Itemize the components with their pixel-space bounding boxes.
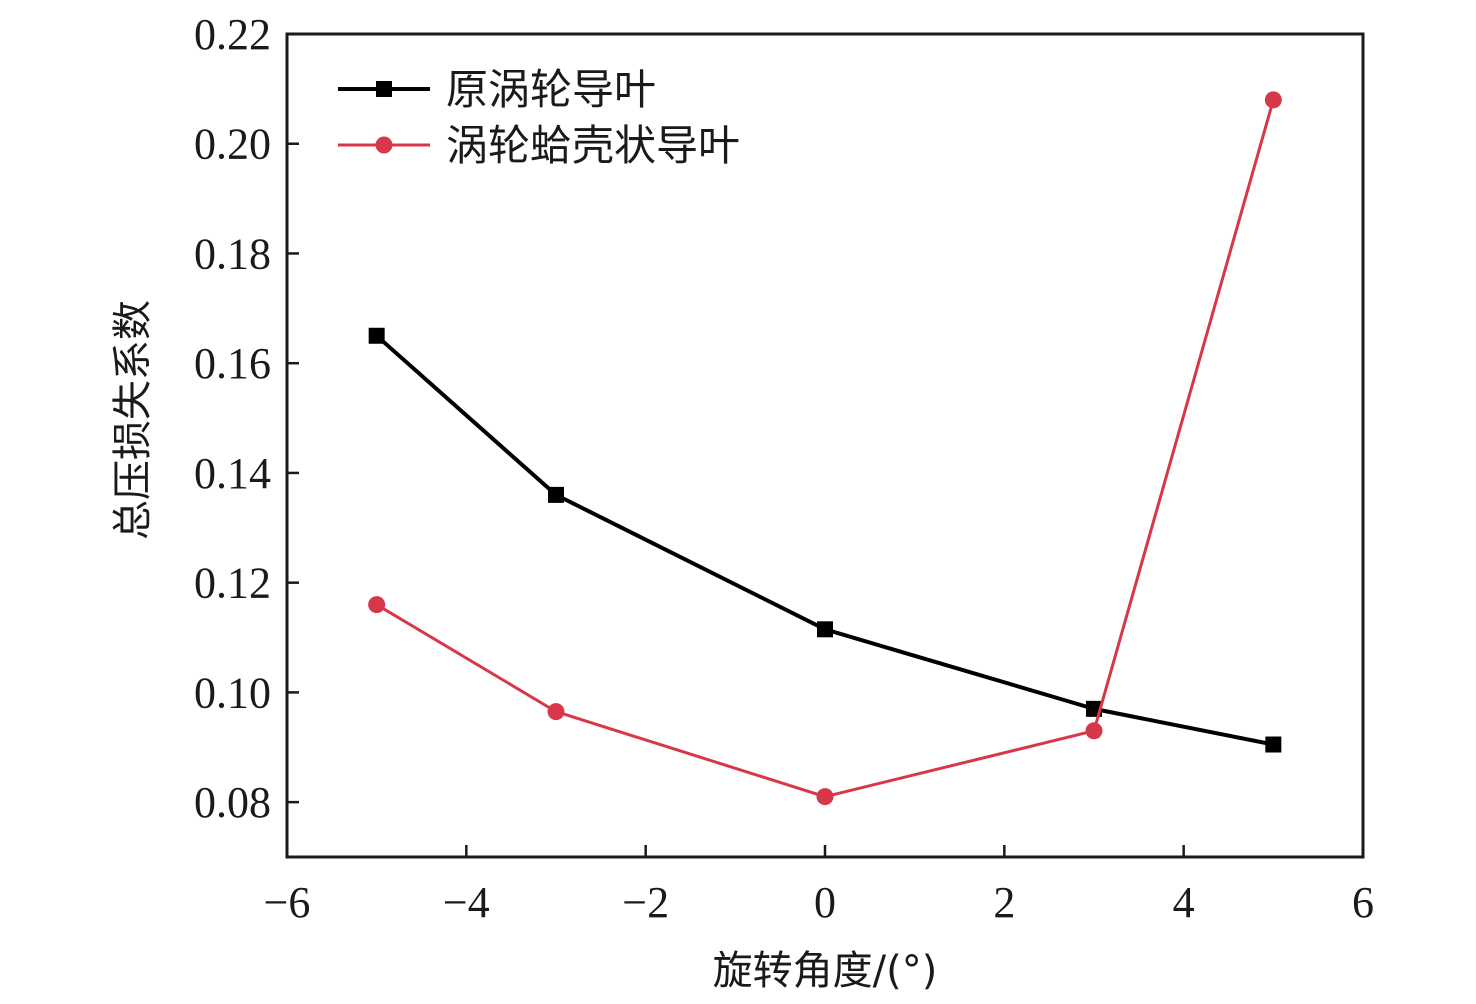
y-tick-label: 0.22 [194, 10, 271, 59]
series-1-point [548, 486, 564, 503]
series-2-point [368, 596, 386, 614]
x-tick-label: −2 [622, 878, 669, 927]
series-1-point [817, 621, 833, 638]
series-2-point [1264, 91, 1282, 109]
x-tick-label: 4 [1173, 878, 1195, 927]
y-tick-label: 0.08 [194, 778, 271, 827]
x-tick-label: 0 [814, 878, 836, 927]
y-axis-title: 总压损失系数 [110, 300, 156, 540]
series-2-point [547, 703, 565, 721]
legend-item-1: 原涡轮导叶 [338, 65, 656, 114]
series-2 [368, 91, 1282, 806]
y-tick-label: 0.16 [194, 339, 271, 388]
series-1-point [368, 327, 385, 344]
y-tick-label: 0.12 [194, 559, 271, 608]
x-tick-label: 2 [993, 878, 1015, 927]
y-tick-label: 0.18 [194, 229, 271, 278]
x-tick-label: −4 [443, 878, 490, 927]
series-2-point [1085, 722, 1103, 740]
x-tick-label: −6 [264, 878, 311, 927]
legend-label: 涡轮蛤壳状导叶 [446, 121, 740, 170]
y-tick-label: 0.20 [194, 120, 271, 169]
legend-item-2: 涡轮蛤壳状导叶 [338, 121, 740, 170]
series-1 [368, 327, 1282, 753]
legend-swatch-marker [376, 81, 392, 97]
x-tick-label: 6 [1352, 878, 1374, 927]
series-2-point [816, 788, 834, 806]
y-tick-label: 0.10 [194, 668, 271, 717]
x-axis-title: 旋转角度/(°) [713, 948, 938, 994]
y-tick-label: 0.14 [194, 449, 271, 498]
legend-label: 原涡轮导叶 [446, 65, 656, 114]
series-1-point [1265, 736, 1282, 753]
legend-swatch-marker [375, 136, 393, 154]
series-2-line [375, 99, 1275, 799]
